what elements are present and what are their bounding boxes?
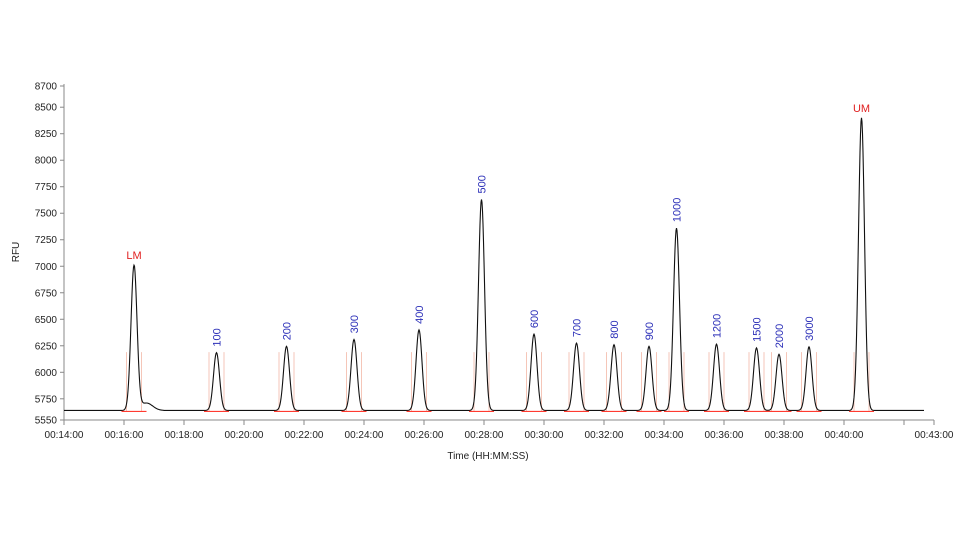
peak-label: 1200 xyxy=(712,314,724,338)
x-tick-label: 00:24:00 xyxy=(345,430,384,441)
x-tick-label: 00:14:00 xyxy=(45,430,84,441)
x-tick-label: 00:32:00 xyxy=(585,430,624,441)
x-tick-label: 00:16:00 xyxy=(105,430,144,441)
peak-label: 100 xyxy=(212,328,224,346)
x-tick-label: 00:38:00 xyxy=(765,430,804,441)
peak-label: 1500 xyxy=(752,317,764,341)
x-tick-label: 00:34:00 xyxy=(645,430,684,441)
y-tick-label: 8250 xyxy=(35,129,58,140)
y-tick-label: 5550 xyxy=(35,416,58,427)
x-tick-label: 00:43:00 xyxy=(915,430,954,441)
peak-label: 2000 xyxy=(774,324,786,348)
y-tick-label: 8700 xyxy=(35,82,58,93)
y-tick-label: 6500 xyxy=(35,315,58,326)
y-tick-label: 7000 xyxy=(35,262,58,273)
x-tick-label: 00:26:00 xyxy=(405,430,444,441)
y-tick-label: 6750 xyxy=(35,288,58,299)
peak-label: 3000 xyxy=(804,316,816,340)
rfu-trace-line xyxy=(64,117,924,412)
x-tick-label: 00:28:00 xyxy=(465,430,504,441)
y-tick-label: 6250 xyxy=(35,341,58,352)
peak-label: 700 xyxy=(572,319,584,337)
x-axis-title: Time (HH:MM:SS) xyxy=(447,451,528,462)
plot-area: 5550 5750 6000 6250 6500 6750 7000 7250 7500 7750… xyxy=(35,82,954,442)
y-tick-label: 8500 xyxy=(35,103,58,114)
x-tick-label: 00:30:00 xyxy=(525,430,564,441)
peak-label: 600 xyxy=(529,310,541,328)
y-tick-label: 7500 xyxy=(35,209,58,220)
peak-label: 1000 xyxy=(672,198,684,222)
x-tick-label: 00:40:00 xyxy=(825,430,864,441)
x-tick-label: 00:20:00 xyxy=(225,430,264,441)
peak-label: 900 xyxy=(644,322,656,340)
y-tick-label: 7750 xyxy=(35,182,58,193)
peak-label: LM xyxy=(126,250,141,262)
peak-label: 500 xyxy=(477,175,489,193)
peak-label: 400 xyxy=(414,306,426,324)
peak-label: UM xyxy=(853,103,870,115)
x-tick-label: 00:22:00 xyxy=(285,430,324,441)
x-tick-label: 00:36:00 xyxy=(705,430,744,441)
y-axis-title: RFU xyxy=(11,242,22,263)
y-tick-label: 7250 xyxy=(35,235,58,246)
peak-label: 800 xyxy=(609,320,621,338)
x-tick-label: 00:18:00 xyxy=(165,430,204,441)
y-tick-label: 6000 xyxy=(35,368,58,379)
y-tick-label: 5750 xyxy=(35,394,58,405)
peak-label: 300 xyxy=(349,315,361,333)
peak-label: 200 xyxy=(282,322,294,340)
y-tick-label: 8000 xyxy=(35,156,58,167)
